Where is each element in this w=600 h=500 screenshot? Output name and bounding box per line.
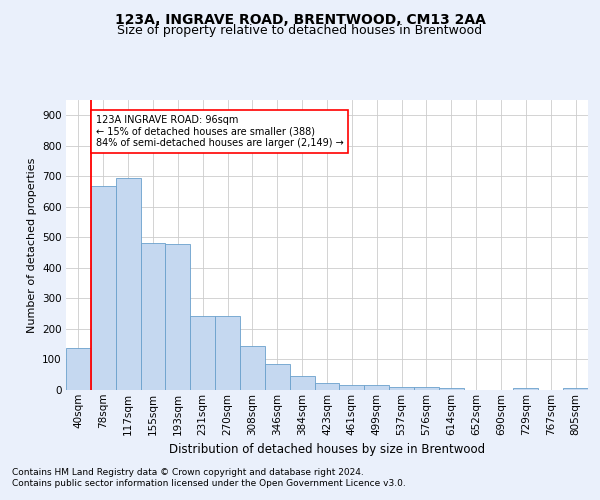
Bar bbox=[314, 384, 340, 390]
Y-axis label: Number of detached properties: Number of detached properties bbox=[26, 158, 37, 332]
Bar bbox=[116, 178, 140, 390]
Bar bbox=[439, 388, 464, 390]
X-axis label: Distribution of detached houses by size in Brentwood: Distribution of detached houses by size … bbox=[169, 443, 485, 456]
Bar bbox=[563, 388, 588, 390]
Bar bbox=[290, 376, 314, 390]
Bar bbox=[340, 385, 364, 390]
Bar bbox=[240, 346, 265, 390]
Bar bbox=[166, 244, 190, 390]
Bar bbox=[140, 244, 166, 390]
Bar bbox=[364, 385, 389, 390]
Bar bbox=[414, 387, 439, 390]
Bar bbox=[514, 388, 538, 390]
Bar bbox=[215, 316, 240, 390]
Bar bbox=[265, 364, 290, 390]
Text: Contains HM Land Registry data © Crown copyright and database right 2024.
Contai: Contains HM Land Registry data © Crown c… bbox=[12, 468, 406, 487]
Bar bbox=[190, 316, 215, 390]
Text: 123A, INGRAVE ROAD, BRENTWOOD, CM13 2AA: 123A, INGRAVE ROAD, BRENTWOOD, CM13 2AA bbox=[115, 12, 485, 26]
Bar bbox=[389, 387, 414, 390]
Bar bbox=[66, 348, 91, 390]
Bar bbox=[91, 186, 116, 390]
Text: Size of property relative to detached houses in Brentwood: Size of property relative to detached ho… bbox=[118, 24, 482, 37]
Text: 123A INGRAVE ROAD: 96sqm
← 15% of detached houses are smaller (388)
84% of semi-: 123A INGRAVE ROAD: 96sqm ← 15% of detach… bbox=[96, 116, 344, 148]
